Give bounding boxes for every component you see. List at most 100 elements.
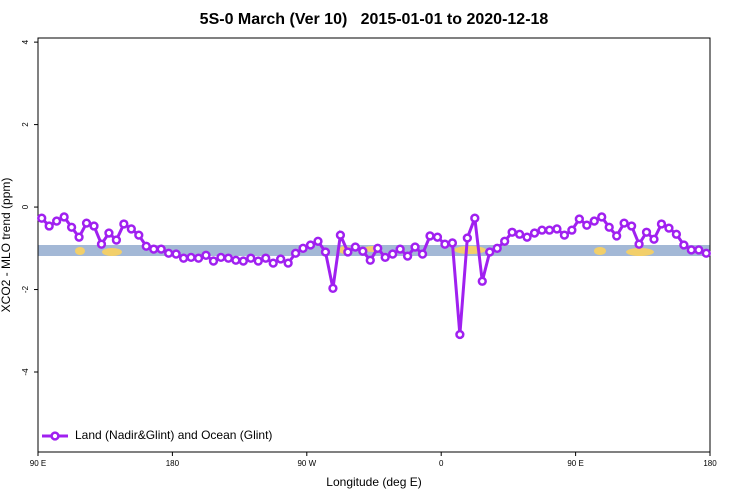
data-point: [402, 251, 413, 261]
data-point: [694, 245, 704, 255]
data-point: [343, 247, 353, 257]
data-point: [544, 225, 555, 235]
legend-marker: [50, 431, 60, 441]
data-point: [37, 213, 47, 223]
data-point: [178, 253, 189, 263]
data-point: [193, 253, 204, 263]
data-point: [619, 218, 629, 228]
data-point: [649, 234, 659, 244]
data-point: [589, 216, 599, 226]
plot-frame: [37, 37, 711, 453]
legend-label: Land (Nadir&Glint) and Ocean (Glint): [75, 428, 272, 442]
data-point: [96, 239, 107, 249]
data-point: [149, 244, 159, 254]
data-point: [253, 256, 263, 266]
x-tick-label: 90 W: [297, 459, 316, 468]
data-point: [89, 221, 99, 231]
data-point: [283, 258, 293, 268]
data-point: [141, 241, 151, 251]
data-point: [276, 254, 286, 264]
data-point: [552, 224, 562, 234]
data-point: [328, 283, 338, 293]
data-point: [365, 255, 375, 265]
data-point: [597, 212, 607, 222]
data-point: [268, 258, 278, 268]
data-point: [664, 223, 674, 233]
y-tick-label: -2: [21, 285, 30, 293]
data-point: [164, 248, 174, 258]
data-point: [231, 255, 241, 265]
data-point: [358, 246, 368, 256]
x-tick-label: 90 E: [567, 459, 583, 468]
data-point: [559, 230, 570, 240]
data-point: [514, 229, 525, 239]
data-point: [440, 239, 450, 249]
data-point: [447, 238, 458, 248]
data-point: [485, 247, 495, 257]
data-point: [44, 221, 54, 231]
data-point: [537, 225, 547, 235]
data-point: [52, 216, 62, 226]
data-point: [626, 221, 637, 231]
data-point: [612, 231, 622, 241]
data-point: [522, 232, 532, 242]
data-point: [119, 219, 129, 229]
data-point: [111, 235, 122, 245]
y-tick-label: 2: [21, 122, 30, 127]
data-point: [582, 220, 592, 230]
data-point: [380, 252, 390, 263]
x-tick-label: 90 E: [30, 459, 46, 468]
data-point: [500, 236, 510, 246]
land-shape: [594, 247, 606, 255]
chart-title: 5S-0 March (Ver 10) 2015-01-01 to 2020-1…: [200, 11, 549, 28]
data-point: [417, 249, 428, 259]
data-point: [567, 225, 577, 235]
data-point: [320, 247, 331, 257]
land-shape: [454, 246, 486, 254]
data-point: [425, 231, 435, 241]
data-point: [216, 252, 226, 263]
data-point: [171, 249, 181, 259]
data-point: [134, 230, 144, 240]
x-tick-label: 0: [439, 459, 444, 468]
y-tick-label: -4: [21, 368, 30, 376]
data-point: [507, 227, 517, 237]
y-tick-label: 4: [21, 39, 30, 44]
data-point: [223, 253, 234, 263]
x-tick-label: 180: [703, 459, 717, 468]
land-shape: [102, 248, 122, 256]
data-point: [201, 250, 211, 260]
data-point: [208, 256, 219, 266]
data-point: [641, 227, 652, 237]
y-tick-label: 0: [21, 204, 30, 209]
data-point: [529, 228, 540, 238]
data-point: [462, 233, 472, 243]
data-point: [671, 229, 682, 239]
data-point: [634, 239, 644, 249]
data-point: [470, 213, 480, 223]
x-tick-label: 180: [166, 459, 180, 468]
data-point: [395, 244, 405, 254]
data-point: [81, 218, 92, 228]
data-point: [186, 252, 196, 263]
x-axis-label: Longitude (deg E): [326, 475, 421, 489]
data-point: [656, 219, 667, 229]
data-point: [126, 224, 136, 234]
data-point: [246, 253, 256, 263]
data-point: [574, 214, 584, 224]
data-point: [701, 248, 711, 258]
data-point: [313, 236, 323, 246]
land-shape: [75, 247, 85, 255]
data-point: [477, 276, 487, 286]
data-point: [298, 243, 308, 253]
data-point: [335, 230, 346, 240]
data-point: [679, 240, 689, 250]
data-point: [373, 243, 383, 253]
data-point: [604, 222, 614, 232]
data-point: [156, 244, 166, 254]
data-point: [104, 228, 114, 238]
data-point: [238, 256, 248, 266]
data-point: [59, 212, 69, 222]
data-point: [74, 232, 84, 242]
